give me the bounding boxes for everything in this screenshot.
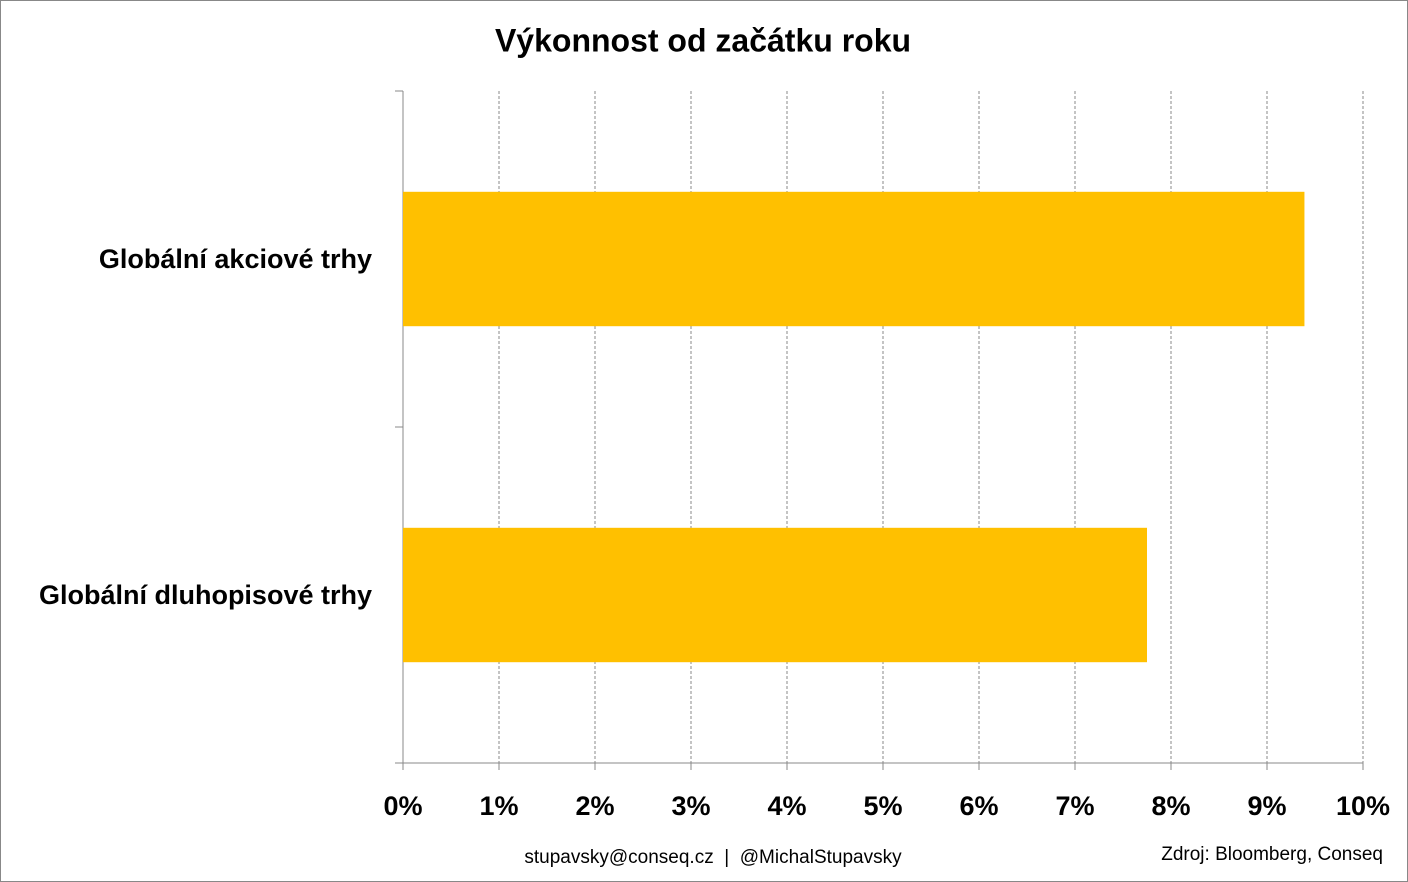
x-tick-label: 7%: [1055, 791, 1094, 821]
x-tick-label: 3%: [671, 791, 710, 821]
y-tick-label: Globální dluhopisové trhy: [39, 580, 372, 610]
x-tick-label: 5%: [863, 791, 902, 821]
x-tick-label: 9%: [1247, 791, 1286, 821]
footer: stupavsky@conseq.cz | @MichalStupavsky: [524, 847, 902, 868]
x-tick-label: 8%: [1151, 791, 1190, 821]
bar: [403, 527, 1147, 663]
x-tick-label: 2%: [575, 791, 614, 821]
x-tick-label: 6%: [959, 791, 998, 821]
x-tick-label: 4%: [767, 791, 806, 821]
source: Zdroj: Bloomberg, Conseq: [1161, 844, 1383, 865]
x-tick-label: 0%: [383, 791, 422, 821]
y-tick-label: Globální akciové trhy: [99, 244, 372, 274]
x-tick-label: 10%: [1336, 791, 1390, 821]
bar: [403, 191, 1305, 327]
chart-title: Výkonnost od začátku roku: [495, 22, 911, 58]
x-tick-label: 1%: [479, 791, 518, 821]
